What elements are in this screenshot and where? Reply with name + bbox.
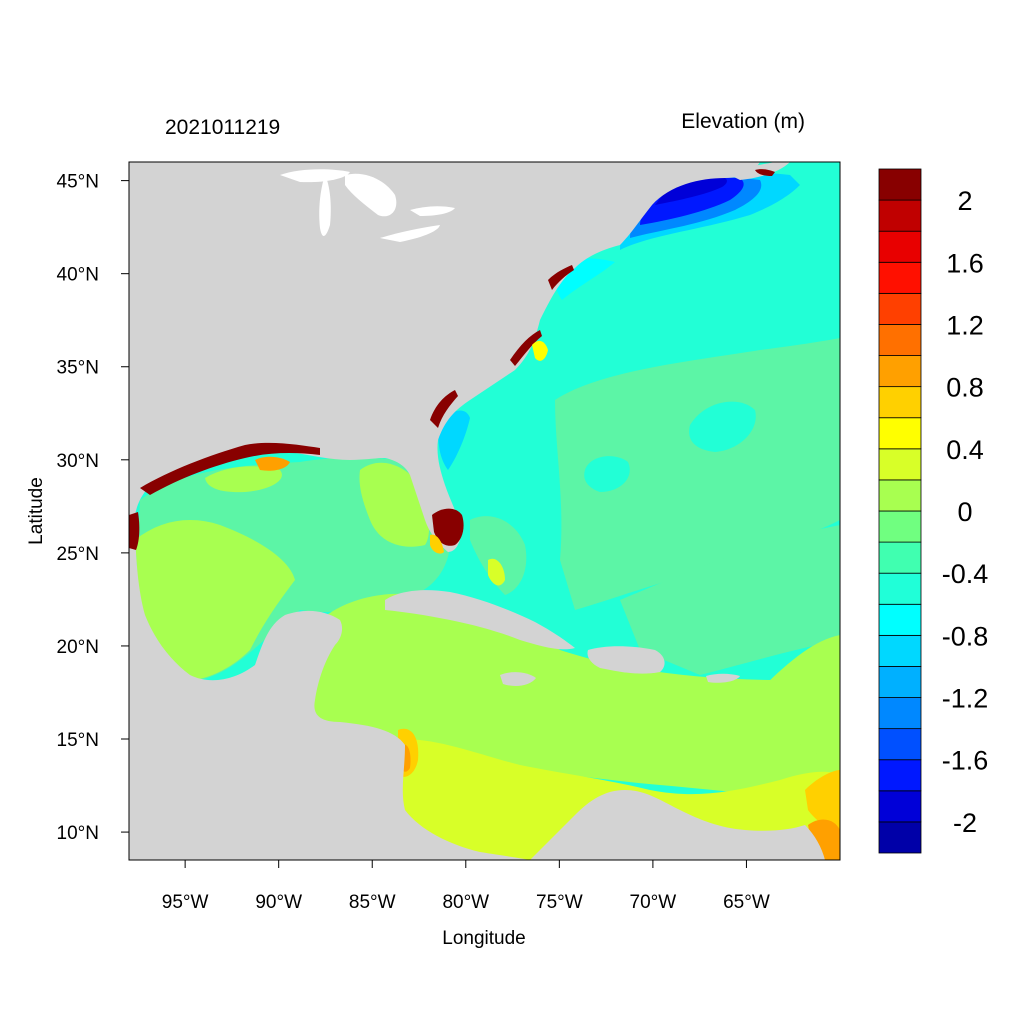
hispaniola-land [587,646,665,674]
colorbar-swatch [878,448,922,481]
east-coast-surge-1 [430,390,458,428]
colorbar-label: 0 [957,497,972,527]
map-frame [128,161,841,861]
florida-surge-edge [430,534,444,554]
x-tick-label: 70°W [630,892,677,913]
y-tick-label: 20°N [57,637,99,658]
texas-surge [129,512,140,550]
x-tick-label: 95°W [162,892,209,913]
colorbar-swatch [878,355,922,388]
louisiana-surge [255,456,290,471]
colorbar-label: -1.2 [942,684,989,714]
variable-title: Elevation (m) [681,110,805,133]
colorbar-swatch [878,386,922,419]
y-tick-label: 10°N [57,823,99,844]
colorbar-swatch [878,541,922,574]
atlantic-south-zone [620,525,840,675]
lake-superior [280,169,350,183]
x-tick-label: 85°W [349,892,396,913]
new-jersey-surge [548,265,574,290]
great-bahama-bank [488,558,505,586]
x-tick-label: 80°W [442,892,489,913]
y-tick-label: 25°N [57,544,99,565]
colorbar-swatch [878,510,922,543]
colorbar-label: 0.8 [946,373,984,403]
lake-michigan [319,175,331,236]
atlantic-zero-zone [555,338,840,610]
x-tick-label: 65°W [723,892,770,913]
gulf-coast-surge [140,442,320,495]
chesapeake-surge [532,340,548,361]
colorbar-swatch [878,292,922,325]
great-lakes [280,169,455,242]
colorbar-swatch [878,603,922,636]
west-florida-shelf [359,462,430,547]
colorbar-swatch [878,199,922,232]
y-tick-label: 35°N [57,358,99,379]
jamaica-land [500,672,536,686]
gulf-of-maine-low-3 [640,177,744,225]
nearshore-low-south [438,410,470,470]
colorbar-swatch [878,261,922,294]
coastal-surge [129,169,775,554]
mexico-central-america-land [129,520,530,860]
cuba-land [385,590,575,650]
x-axis: 95°W 90°W 85°W 80°W 75°W 70°W 65°W [162,860,770,913]
eddy-2 [584,456,630,492]
lake-huron [345,173,397,217]
colorbar-swatch [878,417,922,450]
y-axis-label: Latitude [26,477,47,545]
land-areas [129,162,825,860]
colorbar-swatch [878,634,922,667]
colorbar-label: -1.6 [942,746,989,776]
colorbar-swatch [878,759,922,792]
colorbar-swatch [878,572,922,605]
maine-surge [755,169,775,176]
map-panel [129,162,840,860]
colorbar-swatch [878,479,922,512]
gulf-north-shelf [205,466,282,493]
colorbar-label: 1.6 [946,248,984,278]
gulf-west-shelf [135,520,295,680]
colorbar-swatch [878,821,922,854]
colorbar-swatch [878,168,922,201]
x-tick-label: 75°W [536,892,583,913]
colorbar-swatch [878,230,922,263]
y-tick-label: 30°N [57,451,99,472]
colorbar-swatch [878,697,922,730]
colorbar-label: -0.4 [942,559,989,589]
caribbean-east-shelf [760,635,840,760]
y-tick-label: 40°N [57,265,99,286]
east-coast-surge-2 [510,330,542,366]
lake-ontario [410,206,455,216]
y-axis: 45°N 40°N 35°N 30°N 25°N 20°N 15°N 10°N [57,172,129,844]
colorbar-swatch [878,728,922,761]
colorbar: 2 1.6 1.2 0.8 0.4 0 -0.4 -0.8 -1.2 -1.6 -2 [878,168,989,854]
north-america-land [129,162,760,552]
colorbar-swatch [878,790,922,823]
colorbar-swatch [878,324,922,356]
nova-scotia-land [720,162,790,180]
colorbar-label: 2 [957,186,972,216]
y-tick-label: 45°N [57,172,99,193]
colorbar-label: -0.8 [942,621,989,651]
bahamas-shallow [470,516,527,595]
date-title: 2021011219 [165,116,280,139]
colorbar-label: -2 [953,808,977,838]
y-tick-label: 15°N [57,730,99,751]
eddy-1 [689,401,756,452]
puerto-rico-land [706,673,740,683]
colorbar-label: 0.4 [946,435,984,465]
gulf-of-maine-low-4 [655,176,727,205]
lake-erie [380,225,440,242]
south-america-land [530,790,825,860]
colorbar-label: 1.2 [946,310,984,340]
florida-surge [432,508,464,546]
colorbar-swatch [878,666,922,698]
x-axis-label: Longitude [442,928,525,949]
x-tick-label: 90°W [255,892,302,913]
